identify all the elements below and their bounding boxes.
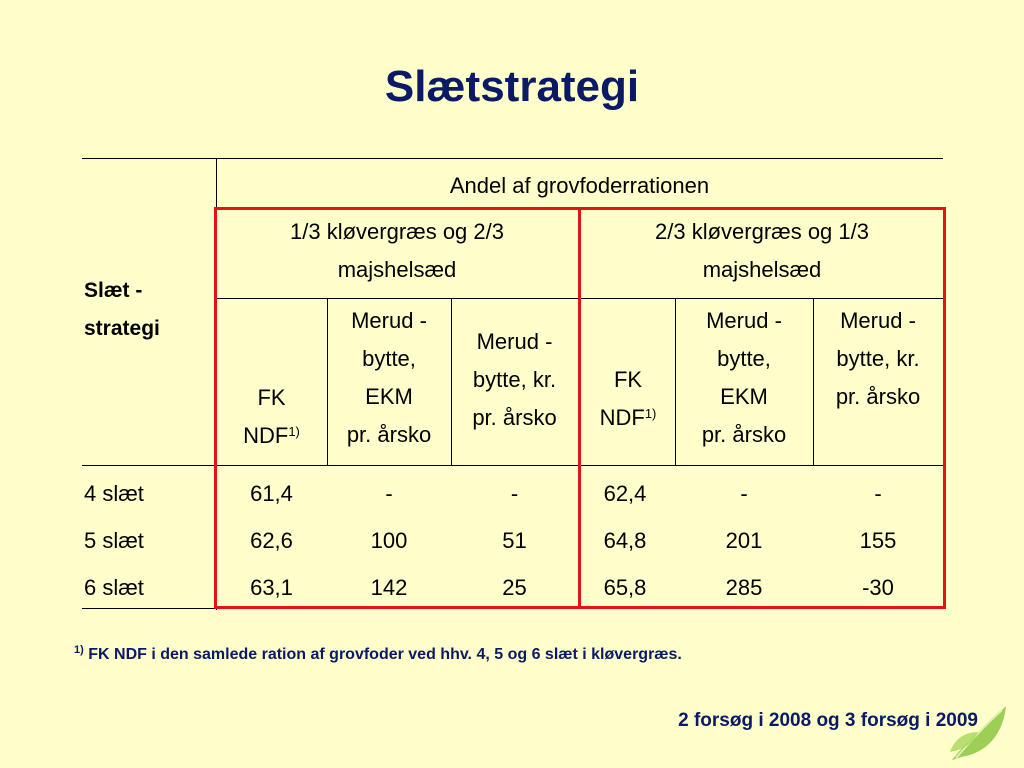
table-cell: - bbox=[385, 481, 393, 506]
column-header-label: FK NDF bbox=[599, 367, 645, 430]
column-header-label: FK NDF bbox=[243, 385, 289, 448]
col-divider-1 bbox=[327, 298, 328, 465]
row-header-label: Slæt - strategi bbox=[84, 279, 160, 340]
table-cell: 201 bbox=[725, 528, 763, 553]
table-cell: 61,4 bbox=[250, 481, 293, 506]
table-cell: 100 bbox=[370, 528, 408, 553]
table-cell: - bbox=[874, 481, 882, 506]
table-cell: 25 bbox=[502, 575, 527, 600]
column-header: Merud - bytte, EKM pr. årsko bbox=[701, 308, 787, 447]
table-cell: 64,8 bbox=[603, 528, 647, 553]
table-cell: 62,6 bbox=[250, 528, 293, 553]
col-divider-4 bbox=[675, 298, 676, 465]
table-cell: 155 bbox=[859, 528, 897, 553]
table-top-rule bbox=[82, 158, 943, 159]
col-divider-2 bbox=[451, 298, 452, 465]
table-cell: - bbox=[510, 481, 519, 506]
leaf-icon bbox=[950, 706, 1006, 760]
col-divider-5 bbox=[813, 298, 814, 465]
column-header-footnote-marker: 1) bbox=[644, 406, 657, 421]
table-cell: 51 bbox=[502, 528, 527, 553]
super-header: Andel af grovfoderrationen bbox=[449, 173, 710, 198]
highlight-group-divider bbox=[578, 207, 581, 609]
column-header: Merud - bytte, kr. pr. årsko bbox=[472, 329, 557, 430]
footnote-text: FK NDF i den samlede ration af grovfoder… bbox=[88, 646, 682, 663]
table-cell: 65,8 bbox=[603, 575, 647, 600]
table-cell: 63,1 bbox=[250, 575, 293, 600]
table-cell: 285 bbox=[725, 575, 763, 600]
page-title: Slætstrategi bbox=[384, 62, 640, 111]
footnote-marker: 1) bbox=[74, 644, 84, 656]
column-header: FK NDF1) bbox=[581, 323, 675, 437]
table-cell: -30 bbox=[862, 575, 894, 600]
table-bottom-rule bbox=[82, 608, 217, 609]
row-label: 6 slæt bbox=[84, 575, 144, 600]
column-header: Merud - bytte, kr. pr. årsko bbox=[835, 308, 921, 409]
header-bottom-rule bbox=[82, 465, 943, 466]
row-label: 5 slæt bbox=[84, 528, 144, 553]
footnote: 1) FK NDF i den samlede ration af grovfo… bbox=[74, 644, 682, 664]
table-cell: 62,4 bbox=[603, 481, 647, 506]
column-header: FK NDF1) bbox=[216, 341, 327, 455]
column-header-footnote-marker: 1) bbox=[288, 424, 300, 439]
row-label: 4 slæt bbox=[84, 481, 144, 506]
table-cell: 142 bbox=[370, 575, 408, 600]
column-header: Merud - bytte, EKM pr. årsko bbox=[346, 308, 432, 447]
group-header-2: 2/3 kløvergræs og 1/3 majshelsæd bbox=[655, 219, 869, 282]
source-note: 2 forsøg i 2008 og 3 forsøg i 2009 bbox=[678, 710, 978, 731]
group-header-1: 1/3 kløvergræs og 2/3 majshelsæd bbox=[290, 219, 504, 282]
table-cell: - bbox=[740, 481, 748, 506]
